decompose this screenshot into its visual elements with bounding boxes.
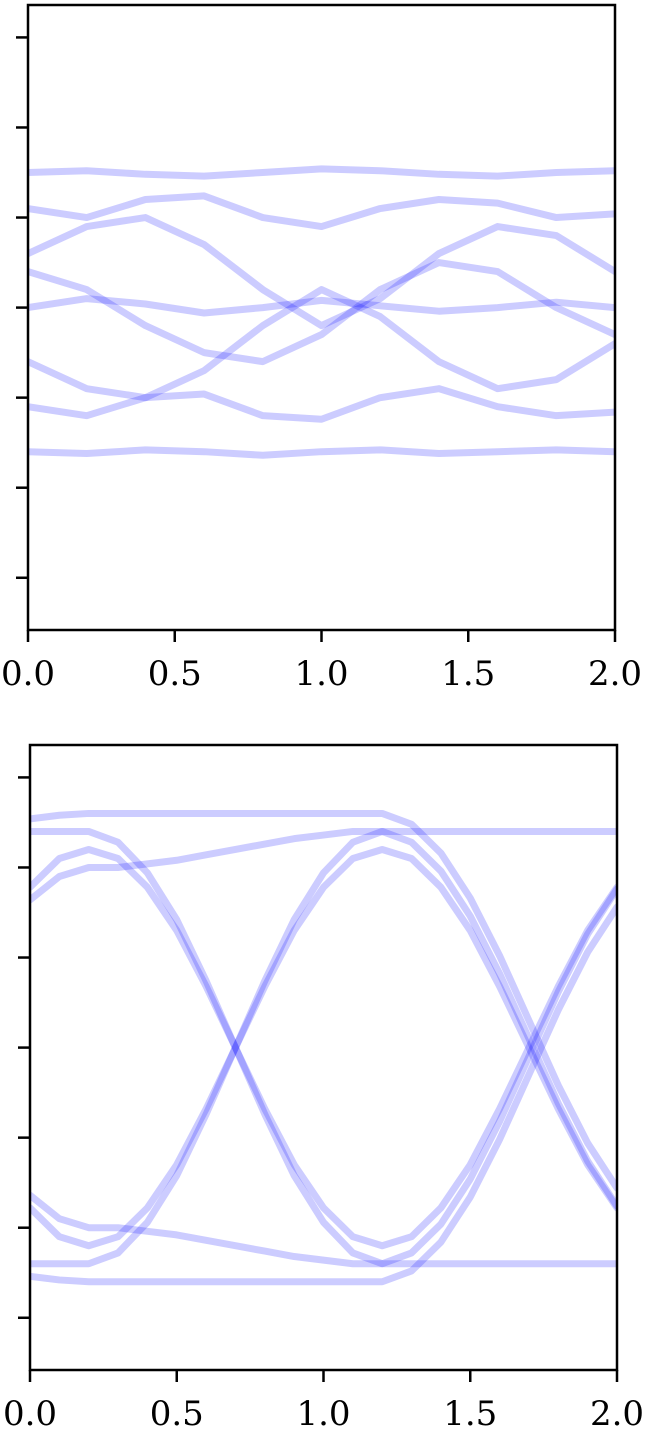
trace [28, 214, 615, 330]
x-tick-label: 0.5 [150, 1394, 204, 1431]
x-tick-label: 0.0 [1, 654, 55, 694]
x-tick-label: 0.0 [3, 1394, 57, 1431]
trace [30, 885, 617, 1268]
trace [28, 192, 615, 231]
x-tick-label: 1.0 [296, 1394, 350, 1431]
trace [30, 827, 617, 1210]
trace [30, 845, 617, 1250]
trace [28, 286, 615, 402]
axes-frame [26, 3, 617, 632]
x-tick-label: 0.5 [148, 654, 202, 694]
trace [30, 827, 617, 1268]
x-tick-label: 2.0 [590, 1394, 644, 1431]
trace [28, 259, 615, 366]
trace [28, 295, 615, 317]
trace [28, 385, 615, 423]
trace [28, 446, 615, 459]
x-tick-label: 1.0 [294, 654, 348, 694]
plot-area [30, 809, 617, 1286]
trace [30, 827, 617, 1268]
x-tick-label: 2.0 [588, 654, 642, 694]
plot-area [28, 165, 615, 459]
trace [30, 809, 617, 1192]
x-tick-label: 1.5 [441, 654, 495, 694]
x-tick-label: 1.5 [443, 1394, 497, 1431]
trace [28, 165, 615, 180]
trace [30, 845, 617, 1250]
trace [30, 903, 617, 1286]
